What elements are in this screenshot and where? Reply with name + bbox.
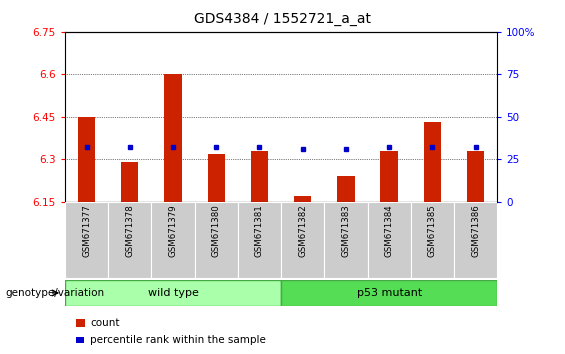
- Bar: [467, 151, 484, 202]
- Text: GSM671380: GSM671380: [212, 204, 221, 257]
- Text: wild type: wild type: [147, 288, 198, 298]
- Text: GSM671381: GSM671381: [255, 204, 264, 257]
- Bar: [324, 202, 368, 278]
- Bar: [121, 162, 138, 202]
- Text: GSM671383: GSM671383: [341, 204, 350, 257]
- Text: GSM671386: GSM671386: [471, 204, 480, 257]
- Bar: [367, 202, 411, 278]
- Text: GSM671378: GSM671378: [125, 204, 134, 257]
- Bar: [65, 202, 108, 278]
- Text: p53 mutant: p53 mutant: [357, 288, 421, 298]
- Bar: [424, 122, 441, 202]
- Bar: [337, 176, 355, 202]
- Text: GSM671377: GSM671377: [82, 204, 91, 257]
- Text: percentile rank within the sample: percentile rank within the sample: [90, 335, 266, 345]
- Text: GSM671382: GSM671382: [298, 204, 307, 257]
- Text: GSM671379: GSM671379: [168, 204, 177, 257]
- Bar: [454, 202, 497, 278]
- Bar: [65, 280, 281, 306]
- Bar: [294, 196, 311, 202]
- Bar: [281, 280, 497, 306]
- Bar: [380, 151, 398, 202]
- Text: genotype/variation: genotype/variation: [6, 288, 105, 298]
- Text: GDS4384 / 1552721_a_at: GDS4384 / 1552721_a_at: [194, 12, 371, 27]
- Bar: [281, 202, 324, 278]
- Text: GSM671385: GSM671385: [428, 204, 437, 257]
- Bar: [411, 202, 454, 278]
- Bar: [207, 154, 225, 202]
- Text: count: count: [90, 318, 120, 328]
- Bar: [164, 74, 182, 202]
- Bar: [194, 202, 238, 278]
- Bar: [78, 117, 95, 202]
- Bar: [238, 202, 281, 278]
- Bar: [251, 151, 268, 202]
- Bar: [151, 202, 194, 278]
- Bar: [108, 202, 151, 278]
- Text: GSM671384: GSM671384: [385, 204, 394, 257]
